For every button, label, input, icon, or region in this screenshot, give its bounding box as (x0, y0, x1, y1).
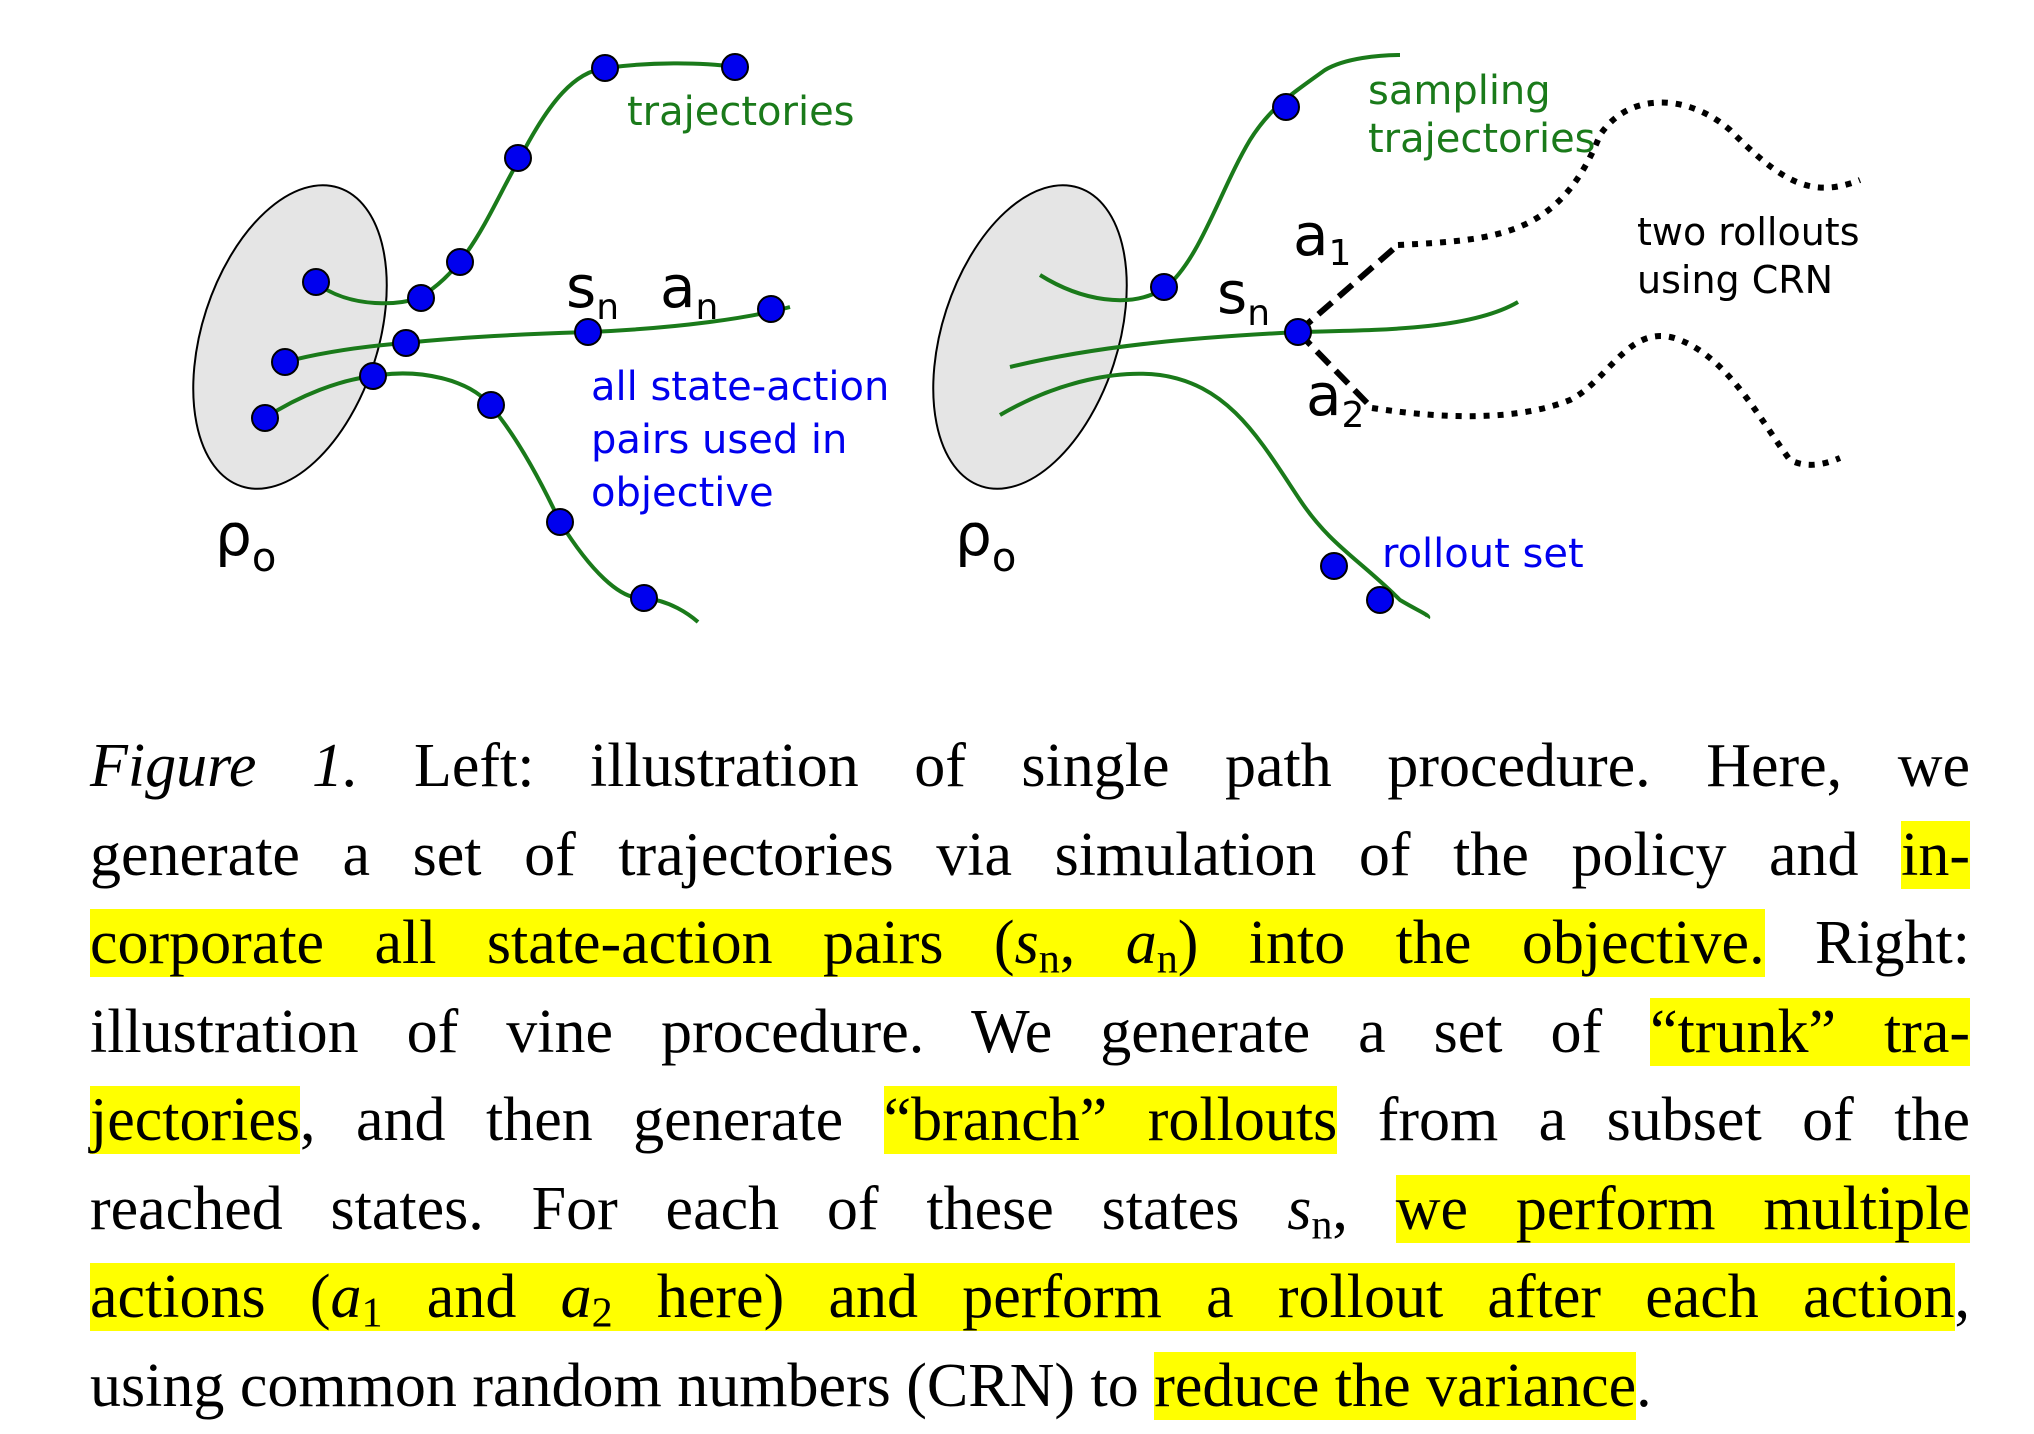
branch-action-a1 (1296, 242, 1400, 335)
label-a-n: an (660, 253, 718, 328)
state-point (407, 284, 435, 312)
right-panel-vine: sampling trajectories a1 sn a2 two rollo… (932, 53, 1872, 620)
rollout-upper (1397, 99, 1862, 248)
trunk-curve-upper (1038, 53, 1401, 303)
caption-line: generate a set of trajectories via simul… (90, 811, 1970, 900)
caption-text: generate a set of trajectories via simul… (90, 820, 1902, 889)
state-point (591, 54, 619, 82)
caption-text: Left: illustration of single path proced… (358, 732, 1970, 800)
caption-line: reached states. For each of these states… (90, 1165, 1971, 1254)
highlight: corporate all state-action pairs (sn, an… (90, 909, 1765, 983)
caption-line: Figure 1. Left: illustration of single p… (90, 722, 1970, 811)
math-s-n: s (1287, 1174, 1312, 1243)
state-point (1366, 586, 1394, 614)
highlight: in- (1901, 820, 1970, 889)
caption-text: reached states. For each of these states (90, 1174, 1288, 1243)
highlight: “branch” rollouts (883, 1086, 1338, 1154)
caption-text: using common random numbers (CRN) to (90, 1351, 1155, 1420)
state-point (504, 144, 532, 172)
caption-text: from a subset of the (1337, 1086, 1970, 1154)
label-rho-0-left: ρo (215, 501, 276, 581)
figure-1-illustration: trajectories sn an all state-action pair… (192, 53, 1872, 624)
highlight: we perform multiple (1395, 1174, 1971, 1243)
state-point (1320, 552, 1348, 580)
highlight: “trunk” tra- (1650, 997, 1970, 1066)
state-action-points (251, 53, 785, 612)
label-two-rollouts-crn: two rollouts using CRN (1637, 210, 1872, 302)
caption-line: jectories, and then generate “branch” ro… (90, 1076, 1970, 1165)
state-point (574, 318, 602, 346)
branch-actions (1295, 242, 1400, 411)
label-s-n-right: sn (1217, 259, 1270, 334)
state-point (302, 268, 330, 296)
caption-line: corporate all state-action pairs (sn, an… (90, 899, 1970, 988)
branch-action-a2 (1295, 329, 1375, 411)
state-point (251, 404, 279, 432)
label-s-n: sn (566, 253, 619, 328)
initial-state-distribution-region (932, 184, 1128, 490)
state-point (477, 391, 505, 419)
label-all-state-action-pairs: all state-action pairs used in objective (591, 364, 902, 516)
label-a-2: a2 (1306, 361, 1364, 436)
state-point (271, 348, 299, 376)
state-point (392, 329, 420, 357)
label-a-1: a1 (1293, 201, 1351, 274)
highlight: jectories (90, 1086, 301, 1154)
label-sampling-trajectories: sampling trajectories (1368, 68, 1596, 162)
state-point (359, 362, 387, 390)
state-point (1272, 93, 1300, 121)
state-point (546, 508, 574, 536)
state-point (757, 295, 785, 323)
figure-caption: Figure 1. Left: illustration of single p… (90, 722, 1971, 1431)
label-rho-0-right: ρo (955, 501, 1016, 581)
caption-text: Right: (1764, 909, 1971, 977)
caption-text: , and then generate (300, 1086, 884, 1154)
rollout-lower (1371, 333, 1842, 468)
state-point (1150, 273, 1178, 301)
caption-text: . (1636, 1351, 1652, 1420)
initial-state-distribution-region (192, 184, 388, 490)
caption-text: illustration of vine procedure. We gener… (90, 997, 1651, 1066)
caption-text: , (1954, 1263, 1971, 1331)
highlight: reduce the variance (1154, 1351, 1637, 1420)
label-rollout-set: rollout set (1382, 531, 1584, 577)
trajectory-curve-middle (284, 305, 791, 364)
left-panel-single-path: trajectories sn an all state-action pair… (192, 53, 902, 624)
caption-line: using common random numbers (CRN) to red… (90, 1342, 1970, 1431)
math-subscript: n (1311, 1200, 1333, 1248)
crn-rollouts (1371, 99, 1862, 468)
caption-text: , (1332, 1174, 1396, 1243)
figure-label: Figure 1. (90, 732, 359, 800)
rollout-points (1150, 93, 1394, 614)
highlight: actions (a1 and a2 here) and perform a r… (90, 1263, 1955, 1337)
state-point (630, 584, 658, 612)
trunk-curve-lower (998, 371, 1431, 620)
state-point (446, 248, 474, 276)
caption-line: illustration of vine procedure. We gener… (90, 988, 1970, 1077)
state-point-s-n (1284, 318, 1312, 346)
label-trajectories: trajectories (627, 89, 855, 135)
state-point (721, 53, 749, 81)
caption-line: actions (a1 and a2 here) and perform a r… (90, 1253, 1970, 1342)
